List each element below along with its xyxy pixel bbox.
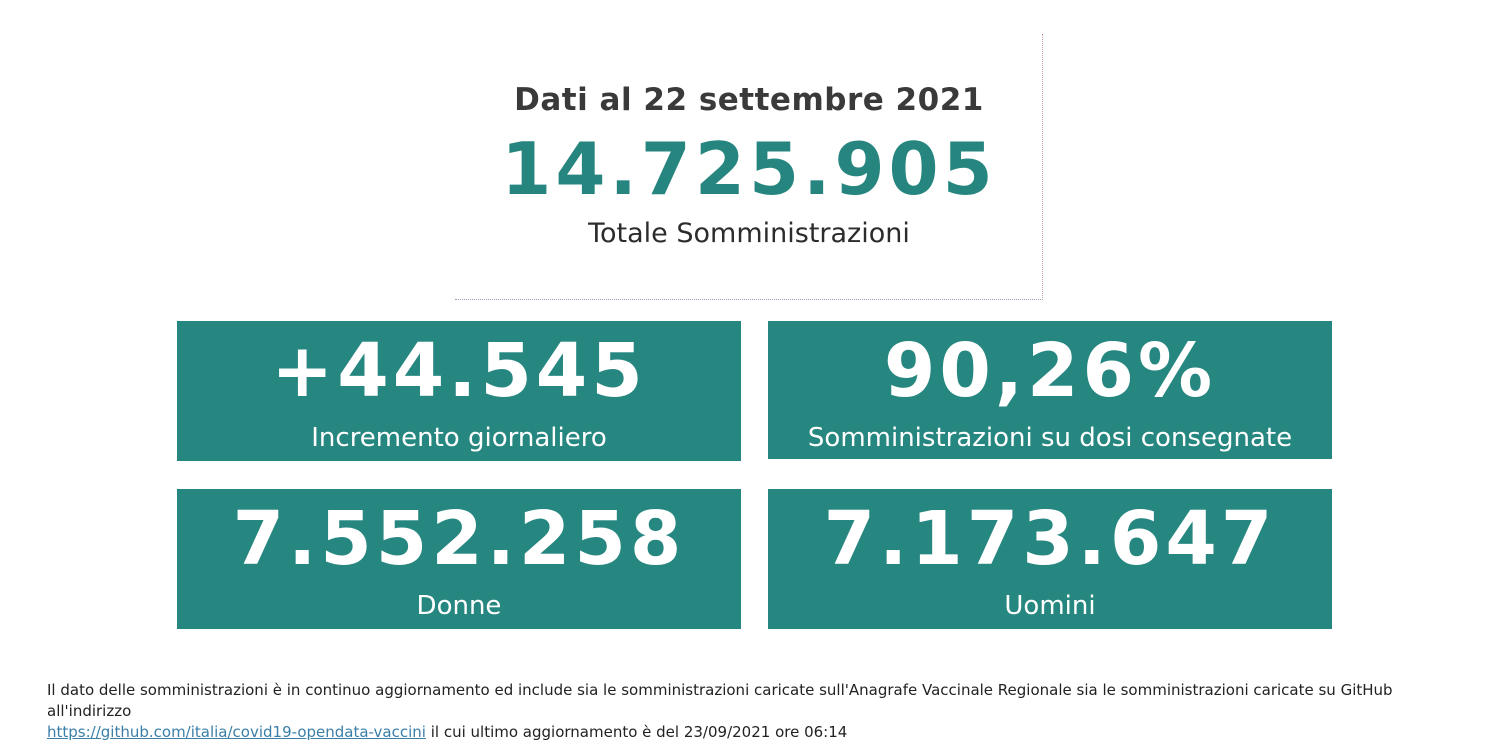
men-tile: 7.173.647 Uomini [768,489,1332,629]
daily-increment-label: Incremento giornaliero [311,423,607,453]
data-date-title: Dati al 22 settembre 2021 [514,82,984,118]
github-link[interactable]: https://github.com/italia/covid19-openda… [47,723,426,741]
footnote-text: Il dato delle somministrazioni è in cont… [47,681,1393,720]
doses-ratio-label: Somministrazioni su dosi consegnate [807,423,1293,453]
doses-ratio-tile: 90,26% Somministrazioni su dosi consegna… [768,321,1332,459]
women-label: Donne [416,591,502,621]
daily-increment-tile: +44.545 Incremento giornaliero [177,321,741,461]
men-label: Uomini [1004,591,1096,621]
daily-increment-value: +44.545 [271,328,647,414]
footnote-update-text: il cui ultimo aggiornamento è del 23/09/… [425,723,848,741]
doses-ratio-value: 90,26% [883,328,1217,414]
data-source-footnote: Il dato delle somministrazioni è in cont… [47,680,1477,743]
summary-header: Dati al 22 settembre 2021 14.725.905 Tot… [455,34,1043,300]
men-value: 7.173.647 [823,496,1277,582]
women-value: 7.552.258 [232,496,686,582]
women-tile: 7.552.258 Donne [177,489,741,629]
total-administrations-label: Totale Somministrazioni [588,218,910,249]
total-administrations-value: 14.725.905 [501,127,997,211]
